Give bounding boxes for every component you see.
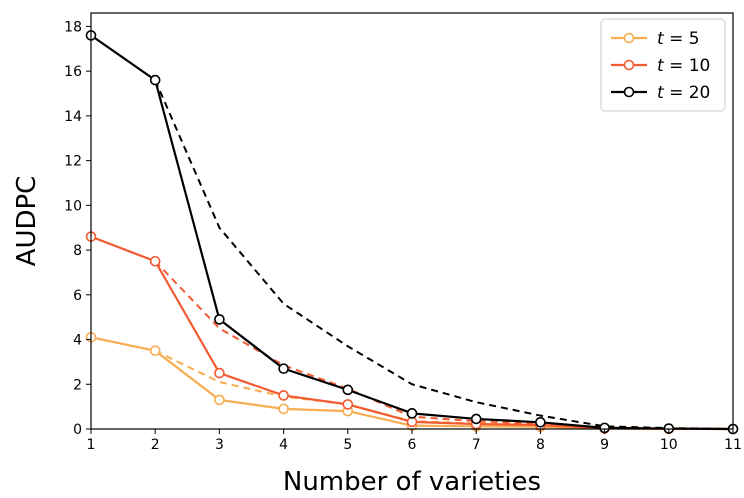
- data-point: [342, 384, 354, 396]
- y-tick-label: 8: [73, 243, 82, 259]
- data-point: [149, 255, 161, 267]
- data-point: [470, 413, 482, 425]
- legend-label: t = 10: [657, 56, 710, 76]
- y-tick-label: 18: [64, 19, 82, 35]
- legend-marker: [623, 32, 635, 44]
- data-point: [214, 314, 225, 325]
- y-tick-label: 2: [73, 377, 82, 393]
- y-tick-label: 10: [64, 198, 82, 214]
- data-point: [535, 416, 546, 428]
- legend: t = 5t = 10t = 20: [600, 18, 726, 112]
- data-point: [342, 399, 354, 410]
- x-tick-label: 11: [724, 437, 742, 453]
- x-tick-label: 1: [87, 437, 96, 453]
- data-point: [149, 74, 161, 86]
- x-tick-label: 10: [660, 437, 678, 453]
- y-tick-label: 0: [73, 422, 82, 438]
- series-dashed-line: [154, 79, 734, 430]
- legend-label-variable: t: [657, 29, 665, 49]
- data-point: [214, 367, 225, 379]
- y-axis-label: AUDPC: [12, 176, 42, 267]
- series-line: [90, 235, 734, 431]
- data-point: [149, 345, 161, 357]
- x-tick-label: 8: [536, 437, 545, 453]
- y-tick-label: 4: [73, 333, 82, 349]
- data-point: [406, 408, 418, 419]
- data-point: [278, 403, 289, 415]
- data-point: [406, 416, 418, 428]
- y-tick-label: 16: [64, 64, 82, 80]
- y-tick-label: 12: [64, 154, 82, 170]
- x-tick-label: 7: [472, 437, 481, 453]
- legend-label: t = 5: [657, 29, 700, 49]
- x-tick-label: 3: [215, 437, 224, 453]
- legend-label-value: = 20: [664, 83, 711, 103]
- legend-label-variable: t: [657, 83, 665, 103]
- x-tick-label: 6: [408, 437, 417, 453]
- data-point: [214, 394, 225, 406]
- legend-label-variable: t: [657, 56, 665, 76]
- series-dashed-line: [154, 349, 734, 430]
- legend-marker: [623, 59, 635, 71]
- x-axis-label: Number of varieties: [283, 467, 541, 497]
- x-tick-label: 4: [279, 437, 288, 453]
- x-tick-label: 2: [151, 437, 160, 453]
- data-point: [278, 363, 289, 374]
- legend-label-value: = 10: [664, 56, 711, 76]
- data-point: [278, 390, 289, 401]
- legend-label-value: = 5: [664, 29, 700, 49]
- legend-marker: [623, 86, 635, 98]
- x-tick-label: 9: [600, 437, 609, 453]
- y-tick-label: 14: [64, 109, 82, 125]
- legend-label: t = 20: [657, 83, 710, 103]
- x-tick-label: 5: [343, 437, 352, 453]
- y-tick-label: 6: [73, 288, 82, 304]
